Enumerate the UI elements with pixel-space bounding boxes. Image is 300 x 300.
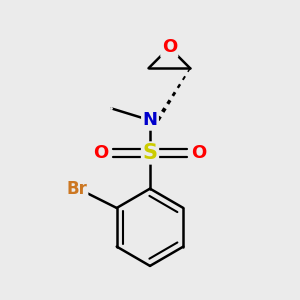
Text: Br: Br bbox=[66, 180, 87, 198]
Text: S: S bbox=[142, 143, 158, 163]
Text: N: N bbox=[142, 111, 158, 129]
Text: O: O bbox=[93, 144, 108, 162]
Text: O: O bbox=[162, 38, 177, 56]
Text: O: O bbox=[192, 144, 207, 162]
